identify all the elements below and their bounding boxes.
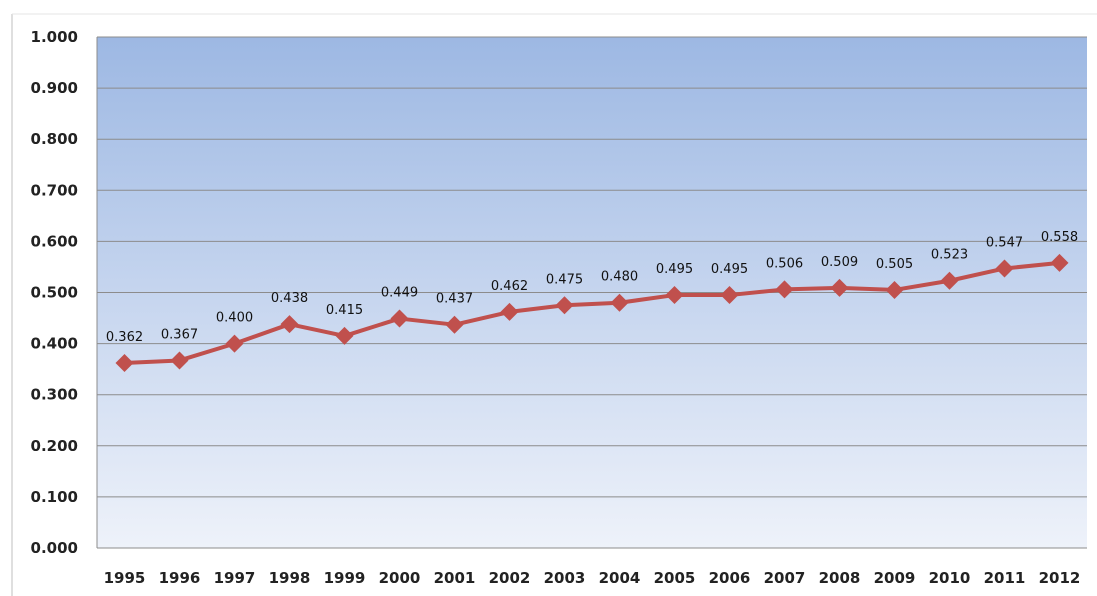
series xyxy=(115,253,1069,373)
x-tick-label: 2009 xyxy=(874,569,916,587)
y-tick-label: 0.300 xyxy=(31,386,78,404)
data-label: 0.438 xyxy=(271,291,308,306)
data-point-marker xyxy=(225,334,244,353)
data-point-marker xyxy=(995,259,1014,278)
data-label: 0.505 xyxy=(876,257,913,272)
data-label: 0.558 xyxy=(1041,230,1078,245)
data-label: 0.506 xyxy=(766,256,803,271)
data-label: 0.509 xyxy=(821,255,858,270)
data-point-marker xyxy=(170,351,189,370)
data-point-marker xyxy=(720,286,739,305)
data-point-marker xyxy=(390,309,409,328)
data-point-marker xyxy=(115,354,134,373)
x-tick-label: 2000 xyxy=(379,569,421,587)
data-label: 0.449 xyxy=(381,286,418,301)
y-tick-label: 0.600 xyxy=(31,232,78,250)
x-tick-label: 2003 xyxy=(544,569,586,587)
data-point-marker xyxy=(885,280,904,299)
y-tick-label: 1.000 xyxy=(31,28,78,46)
x-tick-label: 2012 xyxy=(1039,569,1081,587)
data-label: 0.495 xyxy=(711,262,748,277)
x-tick-label: 1997 xyxy=(214,569,256,587)
y-tick-label: 0.700 xyxy=(31,181,78,199)
x-tick-label: 2001 xyxy=(434,569,476,587)
data-point-marker xyxy=(1050,253,1069,272)
y-tick-label: 0.900 xyxy=(31,79,78,97)
y-tick-label: 0.500 xyxy=(31,284,78,302)
x-tick-label: 2011 xyxy=(984,569,1026,587)
x-tick-label: 2007 xyxy=(764,569,806,587)
x-tick-label: 1996 xyxy=(159,569,201,587)
data-label: 0.523 xyxy=(931,248,968,263)
x-tick-label: 1995 xyxy=(104,569,146,587)
y-tick-label: 0.200 xyxy=(31,437,78,455)
data-label: 0.475 xyxy=(546,272,583,287)
data-point-marker xyxy=(665,286,684,305)
x-tick-label: 2008 xyxy=(819,569,861,587)
x-tick-label: 2004 xyxy=(599,569,641,587)
data-label: 0.437 xyxy=(436,292,473,307)
x-tick-label: 2010 xyxy=(929,569,971,587)
data-point-marker xyxy=(775,280,794,299)
data-label: 0.362 xyxy=(106,330,143,345)
y-tick-label: 0.400 xyxy=(31,335,78,353)
x-tick-label: 1998 xyxy=(269,569,311,587)
labels: 0.362 0.367 0.400 0.438 0.415 0.449 0.437 0.462… xyxy=(106,230,1078,345)
data-point-marker xyxy=(555,296,574,315)
data-point-marker xyxy=(500,302,519,321)
data-point-marker xyxy=(940,271,959,290)
data-point-marker xyxy=(335,326,354,345)
x-tick-label: 2005 xyxy=(654,569,696,587)
x-tick-label: 2002 xyxy=(489,569,531,587)
data-point-marker xyxy=(280,315,299,334)
data-point-marker xyxy=(610,293,629,312)
series-line xyxy=(124,260,1060,366)
axes: 0.000 0.100 0.200 0.300 0.400 0.500 0.600 0.700… xyxy=(31,28,1087,587)
data-point-marker xyxy=(445,315,464,334)
y-tick-label: 0.800 xyxy=(31,130,78,148)
x-tick-label: 1999 xyxy=(324,569,366,587)
y-tick-label: 0.100 xyxy=(31,488,78,506)
data-label: 0.367 xyxy=(161,327,198,342)
x-tick-label: 2006 xyxy=(709,569,751,587)
y-tick-label: 0.000 xyxy=(31,539,78,557)
data-label: 0.480 xyxy=(601,270,638,285)
data-label: 0.462 xyxy=(491,279,528,294)
data-point-marker xyxy=(830,278,849,297)
gridlines xyxy=(97,36,1087,498)
data-label: 0.547 xyxy=(986,235,1023,250)
data-label: 0.415 xyxy=(326,303,363,318)
data-label: 0.495 xyxy=(656,262,693,277)
data-label: 0.400 xyxy=(216,311,253,326)
